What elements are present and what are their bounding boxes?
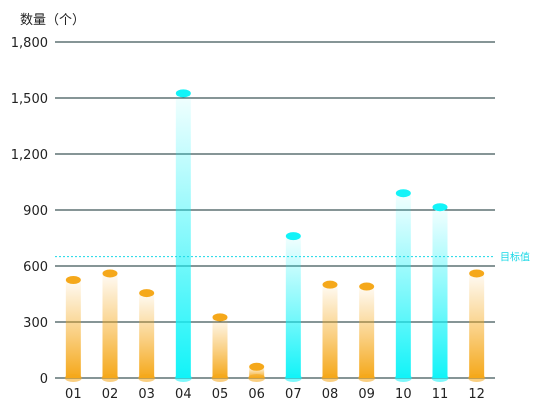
x-tick-label: 02 xyxy=(102,387,119,402)
y-tick-label: 1,200 xyxy=(11,148,48,163)
x-tick-label: 07 xyxy=(285,387,302,402)
bar-body xyxy=(285,236,301,378)
bar-06 xyxy=(248,362,266,382)
x-tick-label: 08 xyxy=(322,387,339,402)
x-tick-label: 05 xyxy=(212,387,229,402)
bar-cap xyxy=(469,269,485,278)
bar-11 xyxy=(431,203,449,382)
x-tick-label: 03 xyxy=(138,387,155,402)
bar-body xyxy=(139,293,155,378)
x-tick-label: 04 xyxy=(175,387,192,402)
bar-08 xyxy=(321,280,339,382)
bar-03 xyxy=(138,289,156,382)
bar-body xyxy=(102,273,118,378)
bar-body xyxy=(469,273,485,378)
y-tick-labels: 0 300 600 900 1,200 1,500 1,800 xyxy=(11,36,48,387)
bar-05 xyxy=(211,313,229,382)
bar-body xyxy=(65,280,81,378)
y-tick-label: 900 xyxy=(23,204,48,219)
x-tick-label: 09 xyxy=(358,387,375,402)
bar-body xyxy=(212,317,228,378)
bar-cap xyxy=(432,203,448,212)
bar-10 xyxy=(394,189,412,382)
bar-cap xyxy=(102,269,118,278)
bar-cap xyxy=(322,280,338,289)
bar-body xyxy=(322,284,338,378)
bar-cap xyxy=(139,289,155,298)
grid-lines xyxy=(55,41,495,379)
bar-cap xyxy=(249,362,265,371)
y-tick-label: 300 xyxy=(23,316,48,331)
bar-01 xyxy=(64,276,82,382)
x-tick-label: 11 xyxy=(432,387,449,402)
bar-09 xyxy=(358,282,376,382)
y-tick-label: 600 xyxy=(23,260,48,275)
x-tick-label: 01 xyxy=(65,387,82,402)
bar-04 xyxy=(174,89,192,382)
y-tick-label: 1,500 xyxy=(11,92,48,107)
y-tick-label: 0 xyxy=(40,372,48,387)
bar-cap xyxy=(175,89,191,98)
bar-12 xyxy=(468,269,486,382)
bar-02 xyxy=(101,269,119,382)
bar-body xyxy=(249,366,265,378)
bar-cap xyxy=(395,189,411,198)
bar-cap xyxy=(285,232,301,241)
target-label: 目标值 xyxy=(500,251,530,264)
bar-07 xyxy=(284,232,302,382)
bar-body xyxy=(175,93,191,378)
x-tick-label: 06 xyxy=(248,387,265,402)
x-tick-labels: 01 02 03 04 05 06 07 08 09 10 11 12 xyxy=(65,387,485,402)
y-axis-label: 数量（个） xyxy=(20,13,85,28)
y-tick-label: 1,800 xyxy=(11,36,48,51)
bar-body xyxy=(395,193,411,378)
bar-cap xyxy=(65,276,81,284)
bar-cap xyxy=(212,313,228,322)
bar-body xyxy=(359,286,375,378)
x-tick-label: 10 xyxy=(395,387,412,402)
bar-body xyxy=(432,207,448,378)
x-tick-label: 12 xyxy=(468,387,485,402)
bars xyxy=(64,89,486,382)
bar-cap xyxy=(359,282,375,291)
